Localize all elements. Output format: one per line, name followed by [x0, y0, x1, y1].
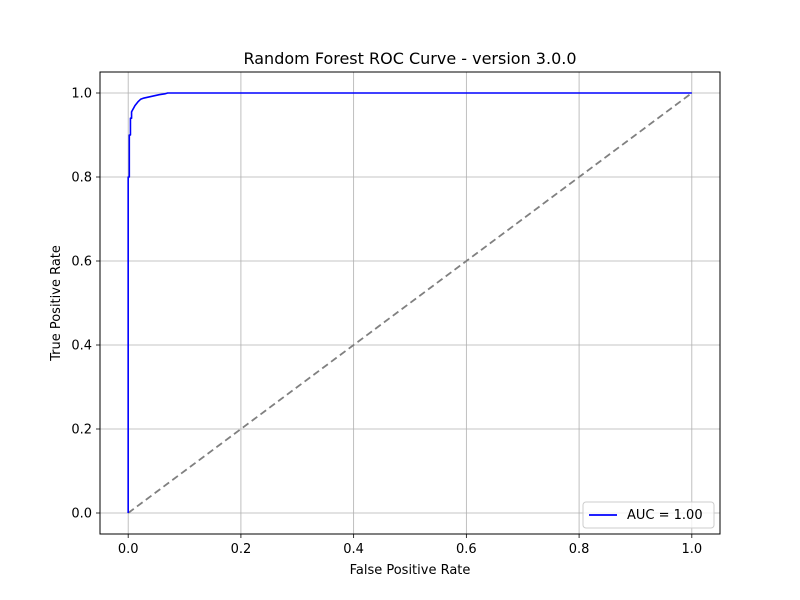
x-tick-label: 0.8 — [569, 542, 590, 557]
series-layer — [127, 92, 693, 514]
y-tick-label: 1.0 — [71, 87, 92, 102]
x-tick-label: 1.0 — [681, 542, 702, 557]
x-tick-label: 0.2 — [231, 542, 252, 557]
y-tick-label: 0.2 — [71, 423, 92, 438]
x-axis: 0.0 0.2 0.4 0.6 0.8 1.0 — [118, 534, 702, 557]
y-tick-label: 0.4 — [71, 339, 92, 354]
roc-curve-line — [127, 92, 692, 513]
plot-frame — [99, 71, 721, 535]
chart-title: Random Forest ROC Curve - version 3.0.0 — [243, 49, 576, 68]
y-tick-label: 0.6 — [71, 255, 92, 270]
legend: AUC = 1.00 — [582, 501, 715, 529]
x-tick-label: 0.0 — [118, 542, 139, 557]
random-baseline-line — [127, 92, 693, 514]
y-tick-label: 0.8 — [71, 171, 92, 186]
y-axis: 0.0 0.2 0.4 0.6 0.8 1.0 — [71, 87, 100, 522]
x-tick-label: 0.6 — [456, 542, 477, 557]
y-tick-label: 0.0 — [71, 507, 92, 522]
legend-entry-label: AUC = 1.00 — [627, 508, 703, 523]
grid — [100, 72, 720, 534]
y-axis-label: True Positive Rate — [49, 245, 64, 362]
x-tick-label: 0.4 — [343, 542, 364, 557]
legend-box — [582, 501, 715, 529]
x-axis-label: False Positive Rate — [350, 563, 471, 578]
